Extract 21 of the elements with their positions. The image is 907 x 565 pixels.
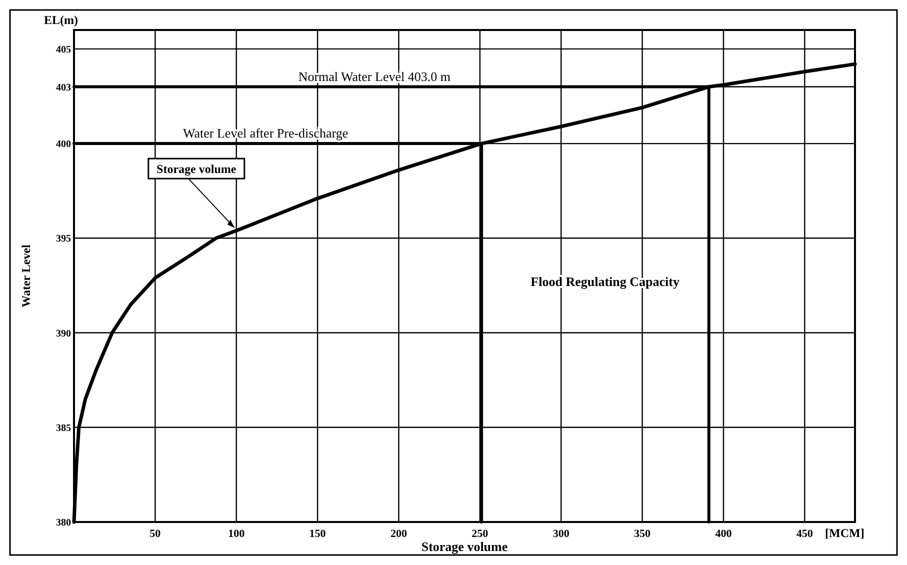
x-tick-label: 50: [150, 528, 162, 540]
y-tick-label: 380: [56, 518, 71, 528]
y-tick-label: 403: [56, 82, 71, 94]
x-tick-label: 150: [309, 528, 326, 540]
x-axis-title: Storage volume: [421, 539, 508, 554]
x-tick-label: 450: [796, 528, 814, 540]
text: [MCM]: [825, 526, 864, 540]
y-tick-label: 395: [56, 234, 71, 245]
x-tick-label: 300: [552, 528, 570, 540]
text: EL(m): [44, 13, 78, 27]
y-tick-label: 390: [56, 328, 71, 340]
y-tick-label: 405: [56, 44, 71, 56]
x-tick-label: 350: [634, 528, 652, 540]
y-tick-label: 385: [56, 422, 71, 434]
x-tick-label: 200: [390, 528, 408, 540]
x-tick-label: 400: [715, 528, 732, 540]
y-tick-label: 400: [56, 139, 71, 150]
x-tick-label: 250: [472, 528, 489, 540]
annotation: Storage volume: [156, 162, 237, 176]
x-tick-label: 100: [228, 528, 246, 540]
y-axis-title: Water Level: [19, 244, 33, 308]
